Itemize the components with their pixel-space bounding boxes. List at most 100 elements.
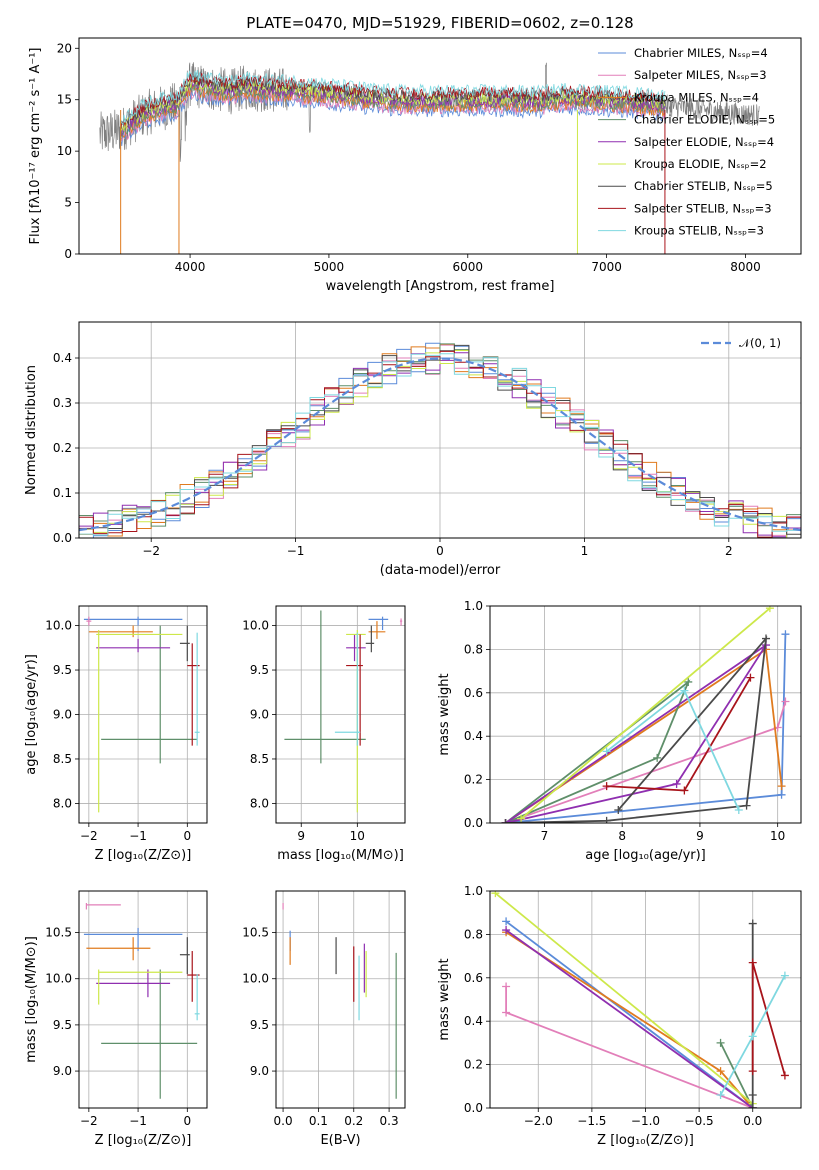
y-tick-label: 8.0 — [53, 796, 72, 810]
legend-entry: Kroupa ELODIE, Nₛₛₚ=2 — [634, 157, 767, 171]
weight-marker-salpeter_stelib — [680, 786, 689, 795]
legend-entry: Salpeter STELIB, Nₛₛₚ=3 — [634, 201, 772, 215]
x-tick-label: 0 — [436, 544, 444, 558]
weight-marker-salpeter_elodie — [672, 779, 681, 788]
weight-marker-chabrier_stelib — [748, 1104, 757, 1108]
panel-spectrum: 4000 5000 6000 7000 8000 0 5 10 15 20 wavelength [… — [28, 14, 802, 294]
x-tick-label: −1 — [129, 829, 147, 843]
x-axis-label: Z [log₁₀(Z/Z⊙)] — [95, 848, 192, 863]
panel-mass_vs_ebv: 0.0 0.1 0.2 0.3 9.0 9.5 10.0 10.5 E(B-V) — [242, 890, 406, 1148]
y-tick-label: 0.6 — [464, 686, 483, 700]
weight-marker-chabrier_stelib — [748, 919, 757, 928]
panel-age_vs_mass: 9 10 8.0 8.5 9.0 9.5 10.0 mass [log₁₀(M/M⊙)] — [242, 605, 406, 863]
errorbar-salpeter_miles — [399, 618, 403, 626]
weight-marker-salpeter_miles — [502, 982, 511, 991]
x-tick-label: 0.2 — [344, 1114, 363, 1128]
weight-marker-salpeter_stelib — [746, 673, 755, 682]
legend-entry: Kroupa MILES, Nₛₛₚ=4 — [634, 90, 759, 104]
axes-frame — [489, 890, 802, 1109]
plot-area-age_vs_Z — [83, 616, 200, 813]
y-tick-label: 0.3 — [53, 396, 72, 410]
panel-mass_vs_Z: −2 −1 0 9.0 9.5 10.0 10.5 Z [log₁₀(Z/Z⊙)] mass [… — [24, 890, 208, 1148]
x-tick-label: 5000 — [314, 260, 345, 274]
y-tick-label: 9.0 — [250, 1064, 269, 1078]
spectrum-model-salpeter_miles — [120, 86, 666, 142]
plot-area-residuals — [79, 342, 801, 538]
axes-frame — [78, 37, 802, 255]
x-tick-label: 1 — [581, 544, 589, 558]
weight-marker-kroupa_stelib — [680, 686, 689, 695]
weight-marker-kroupa_elodie — [765, 606, 774, 613]
y-tick-label: 0.4 — [464, 1014, 483, 1028]
axes-frame — [78, 321, 802, 539]
axes-frame — [489, 605, 802, 824]
x-tick-label: 6000 — [452, 260, 483, 274]
x-tick-label: 0.1 — [309, 1114, 328, 1128]
weight-marker-kroupa_elodie — [517, 814, 526, 823]
errorbar-salpeter_elodie — [96, 969, 171, 998]
weight-marker-salpeter_miles — [781, 697, 790, 706]
plot-area-mass_vs_Z — [83, 903, 200, 1099]
y-tick-label: 9.0 — [53, 1064, 72, 1078]
x-axis-label: E(B-V) — [320, 1133, 360, 1148]
legend: Chabrier MILES, Nₛₛₚ=4 Salpeter MILES, Nₛ… — [598, 46, 775, 238]
weight-marker-kroupa_stelib — [734, 805, 743, 814]
legend-entry: Kroupa STELIB, Nₛₛₚ=3 — [634, 224, 764, 238]
y-tick-label: 9.5 — [53, 663, 72, 677]
weight-marker-salpeter_stelib — [602, 782, 611, 791]
weight-line-kroupa_elodie — [494, 892, 754, 1105]
weight-marker-chabrier_elodie — [653, 753, 662, 762]
errorbar-chabrier_miles — [368, 616, 389, 631]
y-axis-label: mass weight — [437, 958, 452, 1040]
errorbar-chabrier_miles — [83, 616, 183, 626]
x-tick-label: −2.0 — [524, 1114, 553, 1128]
histogram-kroupa_stelib — [79, 353, 801, 538]
x-tick-label: 9 — [696, 829, 704, 843]
y-tick-label: 0.2 — [464, 773, 483, 787]
weight-marker-salpeter_stelib — [748, 1067, 757, 1076]
plot-area-weight_vs_Z — [491, 891, 789, 1108]
x-axis-label: mass [log₁₀(M/M⊙)] — [277, 848, 404, 863]
x-tick-label: 2 — [725, 544, 733, 558]
weight-line-kroupa_elodie — [520, 607, 771, 820]
x-tick-label: 10 — [770, 829, 785, 843]
legend-entry: 𝒩(0, 1) — [739, 336, 781, 350]
errorbar-kroupa_stelib — [194, 632, 200, 746]
errorbar-salpeter_miles — [86, 616, 92, 626]
errorbar-chabrier_stelib — [179, 625, 190, 662]
y-tick-label: 0.0 — [464, 816, 483, 830]
legend-entry: Chabrier STELIB, Nₛₛₚ=5 — [634, 179, 773, 193]
axes-frame — [275, 605, 406, 824]
y-tick-label: 0.0 — [464, 1101, 483, 1115]
errorbar-chabrier_elodie — [101, 625, 198, 764]
x-axis-label: Z [log₁₀(Z/Z⊙)] — [597, 1133, 694, 1148]
y-axis-label: Normed distribution — [24, 365, 39, 495]
weight-marker-chabrier_elodie — [716, 1038, 725, 1047]
x-axis-label: Z [log₁₀(Z/Z⊙)] — [95, 1133, 192, 1148]
errorbar-chabrier_miles — [83, 927, 183, 952]
y-tick-label: 0 — [64, 247, 72, 261]
plot-area-weight_vs_age — [501, 606, 790, 823]
weight-marker-chabrier_miles — [781, 630, 790, 639]
legend-entry: Chabrier ELODIE, Nₛₛₚ=5 — [634, 113, 775, 127]
y-tick-label: 20 — [57, 41, 72, 55]
weight-marker-salpeter_stelib — [748, 958, 757, 967]
weight-marker-chabrier_stelib — [762, 634, 771, 643]
weight-marker-salpeter_elodie — [502, 926, 511, 935]
y-tick-label: 0.6 — [464, 971, 483, 985]
x-tick-label: 8000 — [730, 260, 761, 274]
spectrum-model-salpeter_stelib — [120, 72, 666, 129]
y-tick-label: 10 — [57, 144, 72, 158]
x-tick-label: 0.3 — [380, 1114, 399, 1128]
legend-entry: Chabrier MILES, Nₛₛₚ=4 — [634, 46, 768, 60]
weight-marker-chabrier_elodie — [684, 677, 693, 686]
errorbar-chabrier_elodie — [101, 969, 198, 1099]
x-tick-label: −0.5 — [685, 1114, 714, 1128]
axes-frame — [78, 890, 208, 1109]
x-tick-label: 9 — [297, 829, 305, 843]
plot-area-age_vs_mass — [284, 610, 403, 813]
y-axis-label: mass weight — [437, 673, 452, 755]
weight-line-chabrier_elodie — [505, 679, 691, 823]
x-tick-label: 0.0 — [743, 1114, 762, 1128]
y-tick-label: 10.0 — [45, 619, 72, 633]
